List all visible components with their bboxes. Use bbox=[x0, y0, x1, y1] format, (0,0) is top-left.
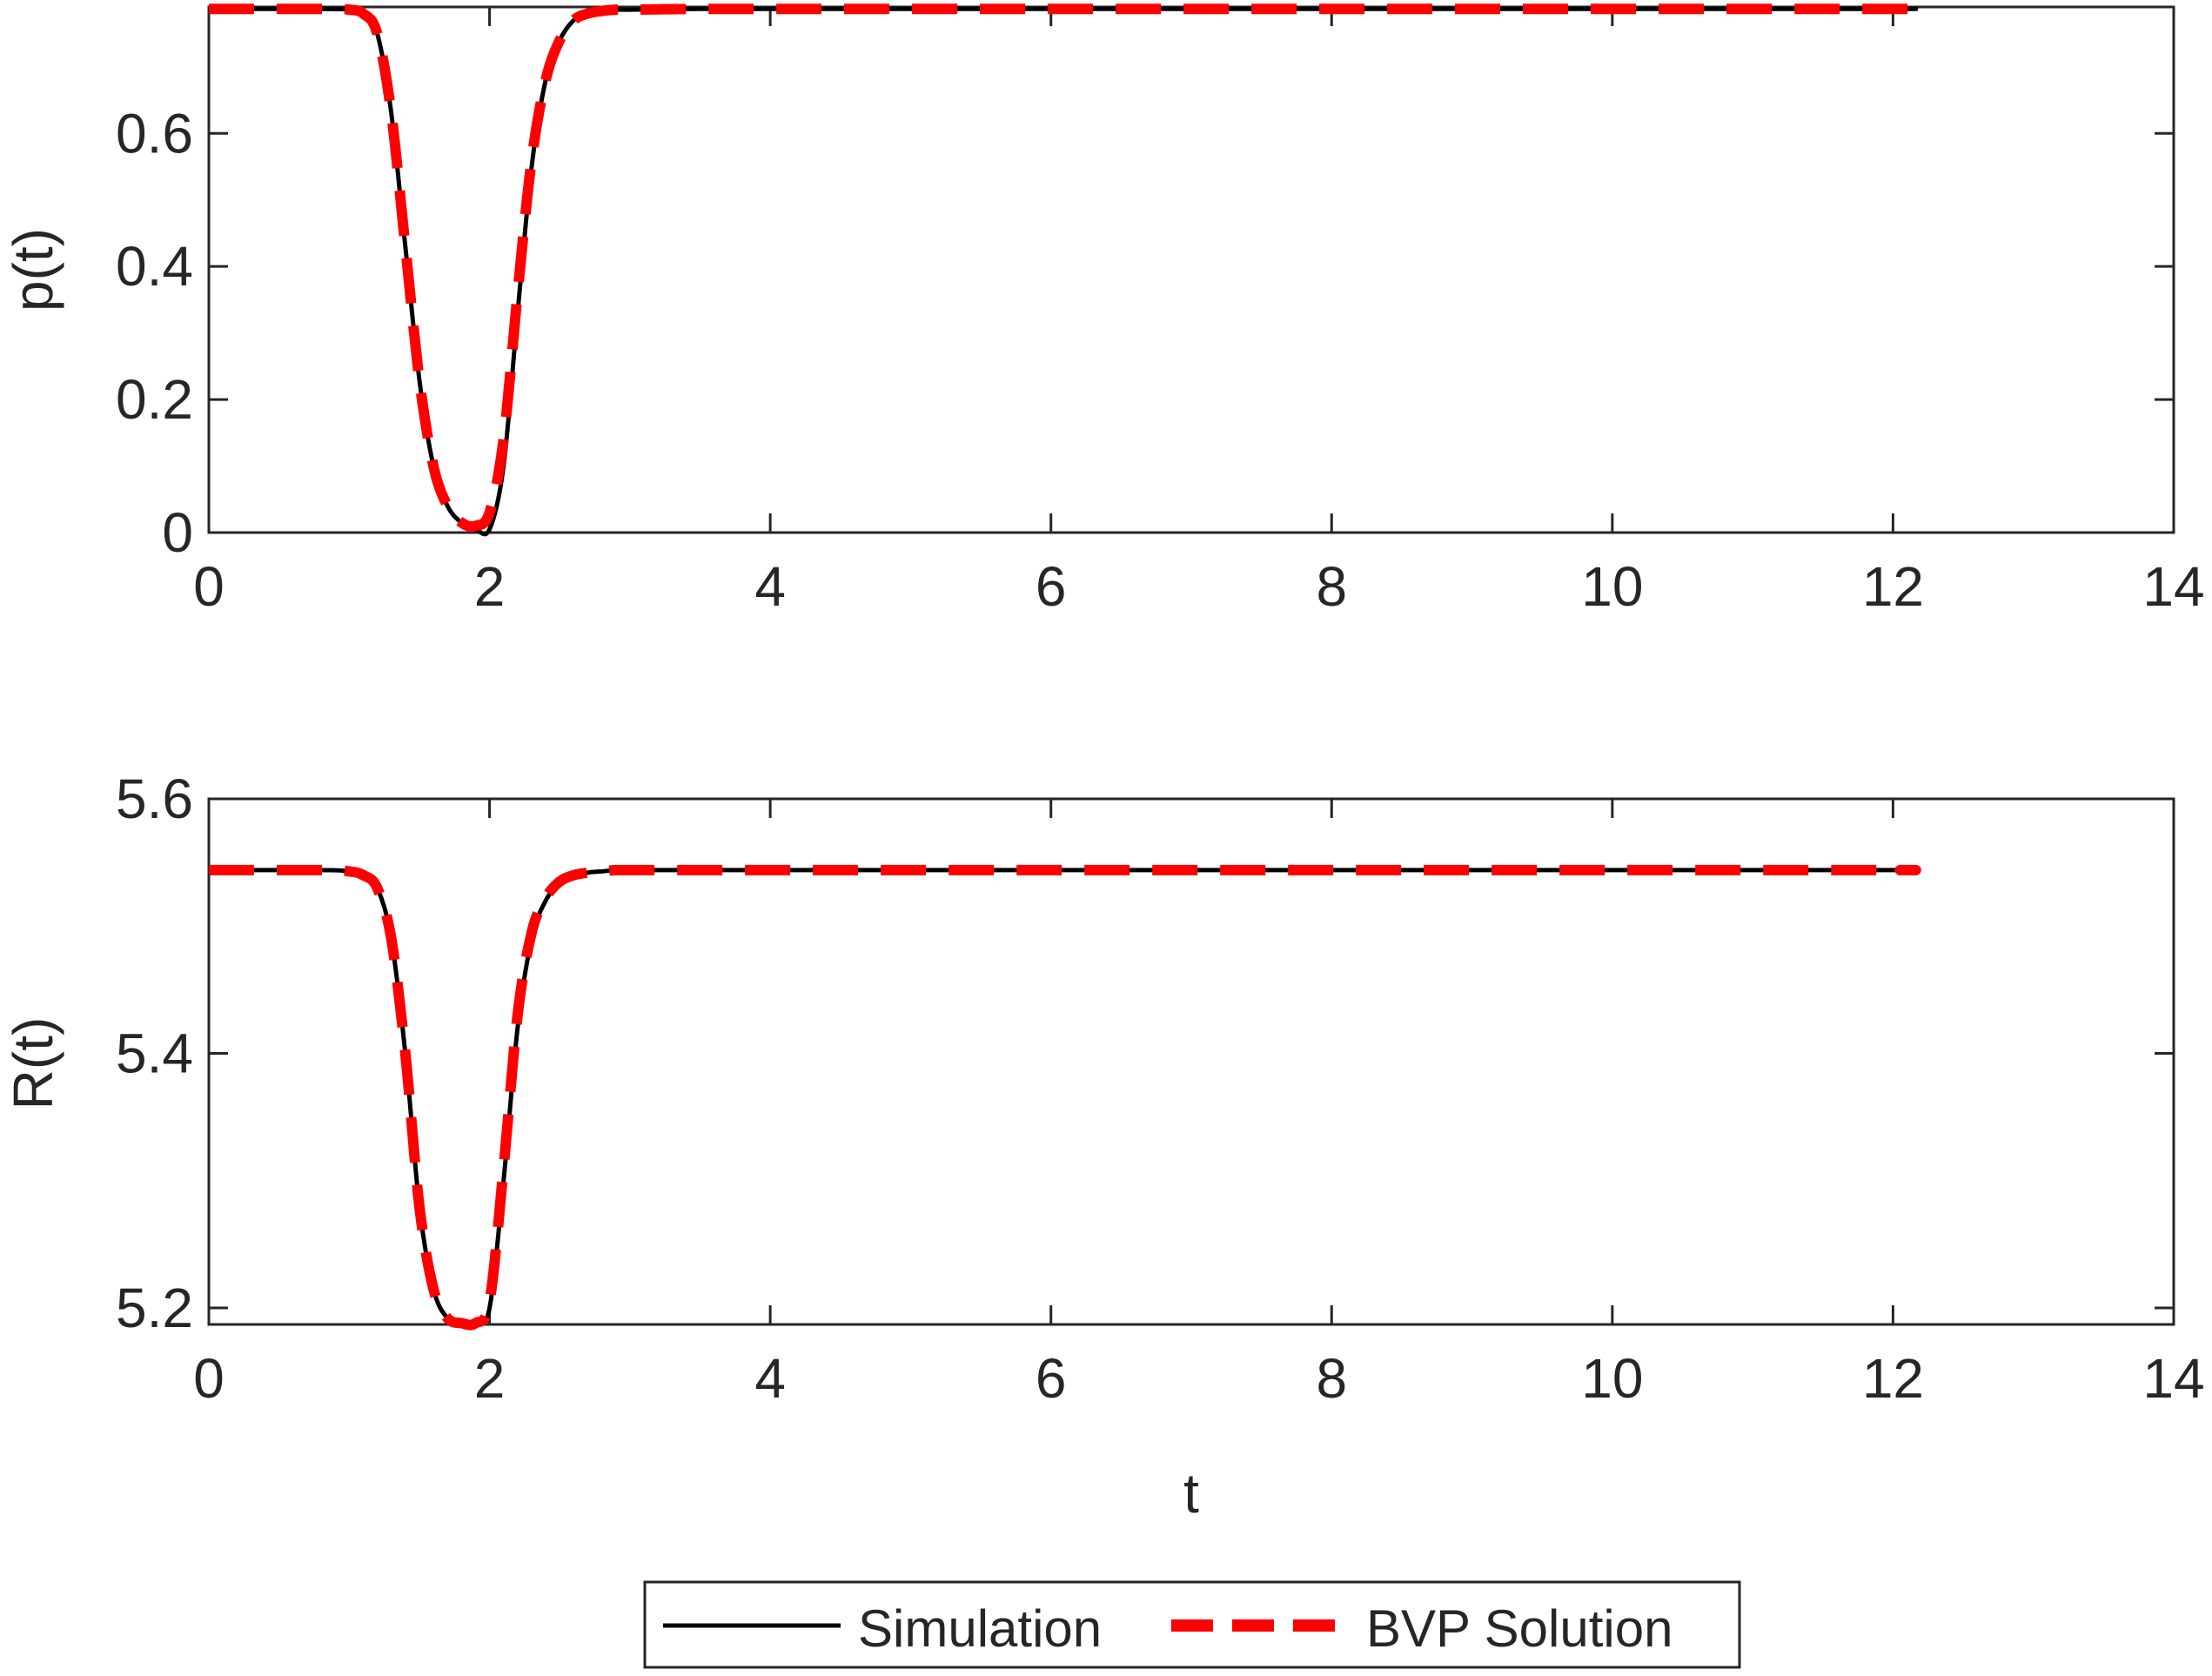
axes-r-frame bbox=[207, 797, 2175, 1326]
axes-p-series-bvp-solution bbox=[208, 3, 1921, 533]
axes-r-lines bbox=[208, 864, 1921, 1331]
axes-p-xtick-label: 2 bbox=[474, 555, 506, 618]
axes-p-yticks: 0 0.2 0.4 0.6 bbox=[116, 102, 2174, 564]
axes-r-xtick-label: 4 bbox=[754, 1347, 786, 1410]
legend: Simulation BVP Solution bbox=[643, 1580, 1741, 1669]
axes-r-xlabel: t bbox=[1183, 1462, 1199, 1525]
axes-r-xtick-label: 6 bbox=[1036, 1347, 1067, 1410]
axes-r-xtick-label: 14 bbox=[2142, 1347, 2204, 1410]
legend-label-bvp: BVP Solution bbox=[1366, 1599, 1672, 1658]
axes-r-ytick-label: 5.2 bbox=[116, 1277, 193, 1339]
axes-r-xtick-label: 10 bbox=[1581, 1347, 1643, 1410]
axes-p-xtick-label: 6 bbox=[1036, 555, 1067, 618]
axes-p-ylabel: p(t) bbox=[2, 228, 64, 312]
axes-r-series-bvp-solution bbox=[208, 864, 1921, 1331]
axes-p-xtick-label: 14 bbox=[2142, 555, 2204, 618]
axes-r-xtick-label: 2 bbox=[474, 1347, 506, 1410]
axes-r-ytick-label: 5.6 bbox=[116, 768, 193, 830]
axes-p-ytick-label: 0 bbox=[162, 501, 193, 564]
axes-p-xtick-label: 4 bbox=[754, 555, 786, 618]
axes-p-frame bbox=[207, 5, 2175, 534]
axes-p-ytick-label: 0.2 bbox=[116, 368, 193, 431]
axes-p-xtick-label: 10 bbox=[1581, 555, 1643, 618]
axes-p-xtick-label: 0 bbox=[193, 555, 225, 618]
axes-r-ylabel: R(t) bbox=[2, 1017, 64, 1110]
axes-r-xtick-label: 12 bbox=[1862, 1347, 1924, 1410]
axes-p-lines bbox=[208, 3, 1921, 537]
axes-r-xtick-label: 0 bbox=[193, 1347, 225, 1410]
axes-r-xtick-label: 8 bbox=[1316, 1347, 1347, 1410]
axes-r: 0 2 4 6 8 10 12 14 5.2 5.4 5.6 R(t) t bbox=[2, 768, 2205, 1525]
axes-p-xtick-label: 8 bbox=[1316, 555, 1347, 618]
axes-p-xtick-label: 12 bbox=[1862, 555, 1924, 618]
axes-p-ytick-label: 0.4 bbox=[116, 235, 193, 298]
axes-r-ytick-label: 5.4 bbox=[116, 1022, 193, 1084]
axes-p: 0 2 4 6 8 10 12 14 0 0.2 0.4 0.6 p(t) bbox=[2, 3, 2205, 618]
axes-r-yticks: 5.2 5.4 5.6 bbox=[116, 768, 2174, 1339]
axes-p-ytick-label: 0.6 bbox=[116, 102, 193, 164]
legend-label-simulation: Simulation bbox=[858, 1599, 1102, 1658]
